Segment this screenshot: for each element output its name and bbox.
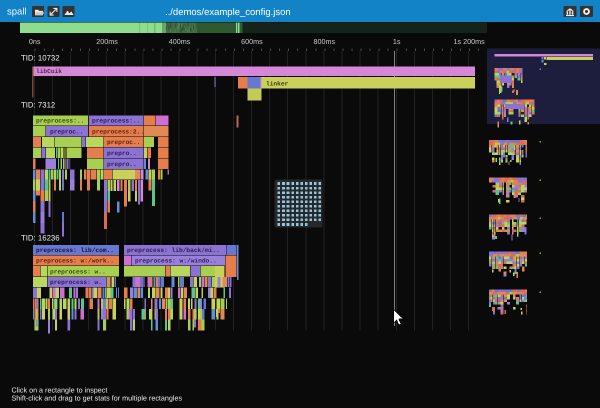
- svg-text:preprocess: w:/work..: preprocess: w:/work..: [36, 258, 114, 265]
- svg-text:preprocess: lib/back/mi..: preprocess: lib/back/mi..: [127, 247, 220, 254]
- svg-text:preprocess:..: preprocess:..: [92, 118, 140, 125]
- svg-text:preproc..: preproc..: [107, 139, 140, 146]
- svg-text:preprocess: w..: preprocess: w..: [50, 268, 106, 275]
- svg-text:0ns: 0ns: [29, 37, 41, 46]
- svg-text:800ms: 800ms: [314, 37, 336, 46]
- svg-text:600ms: 600ms: [241, 37, 263, 46]
- svg-text:preprocess: lib/com..: preprocess: lib/com..: [36, 247, 114, 254]
- svg-text:preprocess: w.: preprocess: w.: [50, 279, 102, 286]
- svg-text:preproc..: preproc..: [50, 128, 83, 135]
- svg-text:prepro..: prepro..: [107, 150, 137, 157]
- svg-text:Shift-click and drag to get st: Shift-click and drag to get stats for mu…: [12, 394, 183, 403]
- svg-text:../demos/example_config.json: ../demos/example_config.json: [165, 7, 291, 18]
- svg-text:TID: 10732: TID: 10732: [21, 54, 60, 63]
- svg-text:Click on a rectangle to inspec: Click on a rectangle to inspect: [12, 386, 108, 395]
- svg-text:1s 200ms: 1s 200ms: [454, 37, 486, 46]
- svg-text:spall: spall: [7, 7, 27, 18]
- svg-text:linker: linker: [266, 80, 289, 87]
- svg-text:preprocess: w:/windo..: preprocess: w:/windo..: [135, 258, 217, 265]
- svg-text:preprocess:2..: preprocess:2..: [92, 128, 144, 135]
- svg-text:libCuik: libCuik: [36, 68, 62, 75]
- svg-text:1s: 1s: [393, 37, 401, 46]
- svg-text:preprocess:..: preprocess:..: [36, 118, 84, 125]
- svg-text:TID: 7312: TID: 7312: [21, 101, 55, 110]
- svg-text:TID: 16236: TID: 16236: [21, 234, 60, 243]
- svg-text:400ms: 400ms: [169, 37, 191, 46]
- svg-text:prepro..: prepro..: [107, 161, 137, 168]
- svg-text:200ms: 200ms: [96, 37, 118, 46]
